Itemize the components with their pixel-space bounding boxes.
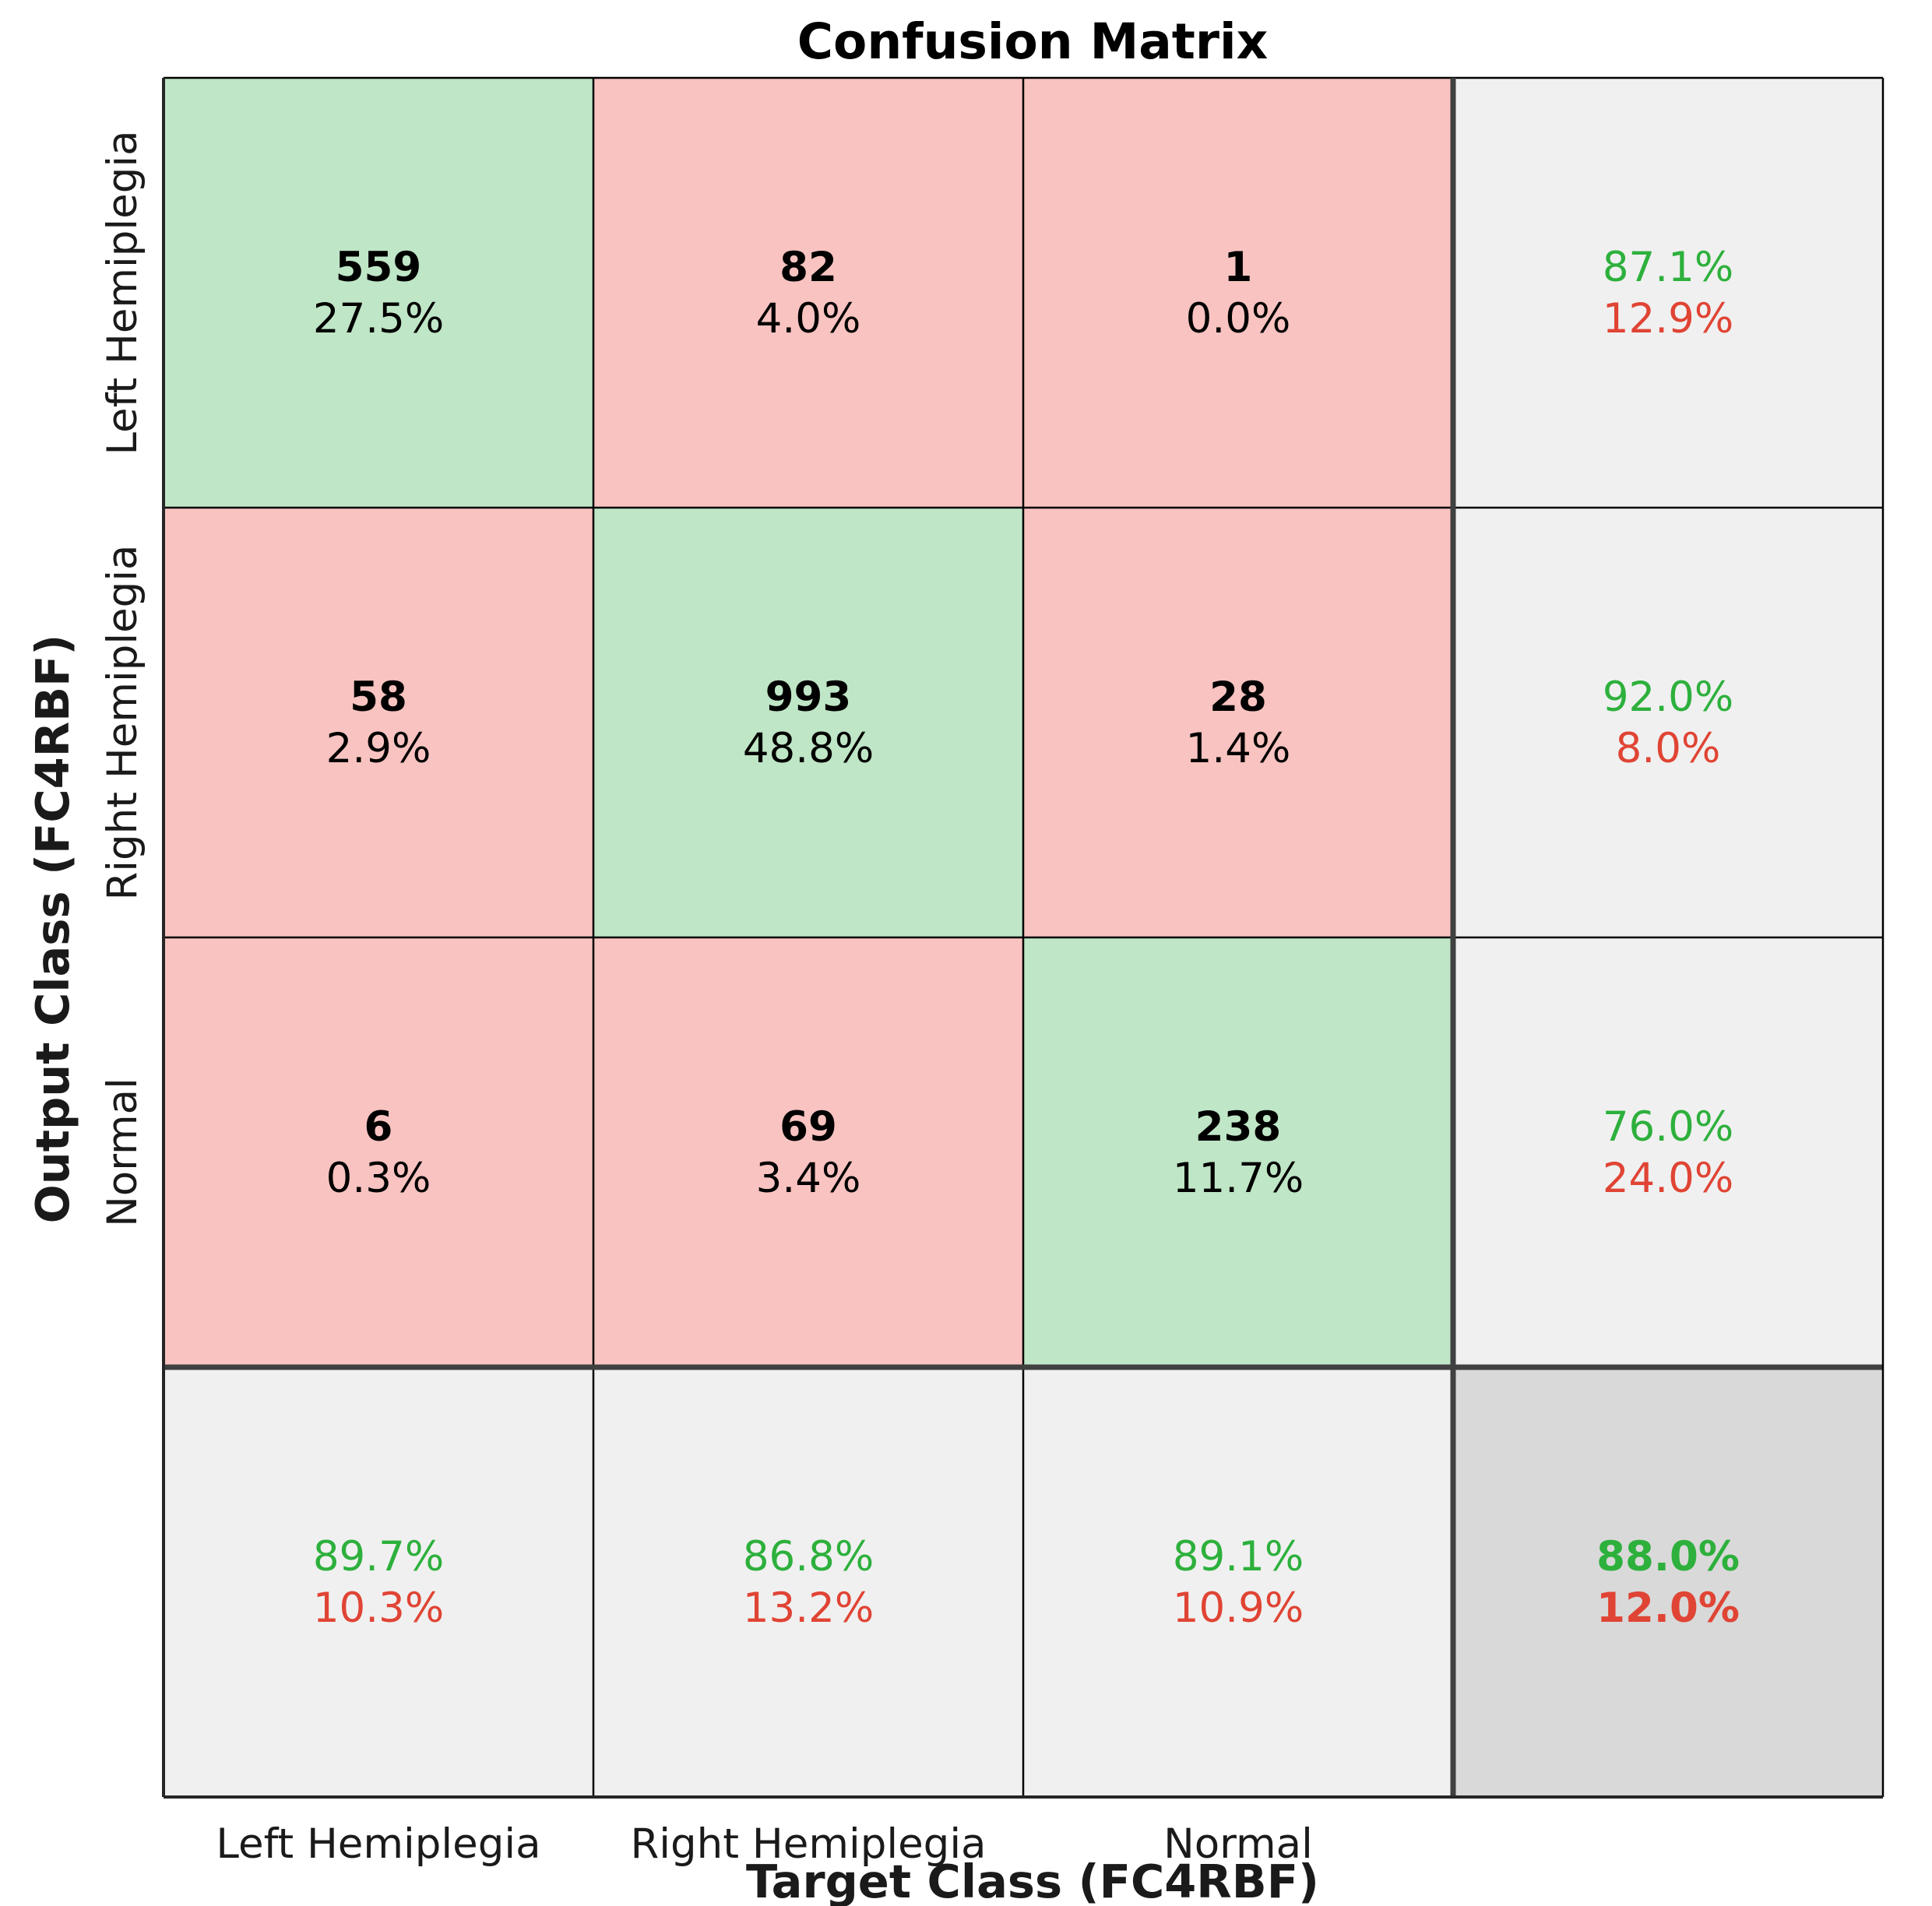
matrix-cell: 60.3%	[164, 937, 593, 1367]
x-axis-title: Target Class (FC4RBF)	[746, 1855, 1319, 1906]
summary-error-rate: 10.9%	[1173, 1584, 1304, 1632]
cell-background	[1453, 508, 1883, 937]
cell-percent: 1.4%	[1186, 725, 1291, 772]
cell-count: 238	[1195, 1103, 1282, 1151]
cell-background	[1453, 78, 1883, 508]
x-tick-label: Right Hemiplegia	[630, 1820, 986, 1868]
cell-background	[164, 1367, 593, 1797]
overall-accuracy: 88.0%	[1596, 1533, 1740, 1581]
matrix-cell: 693.4%	[593, 937, 1023, 1367]
y-axis-title: Output Class (FC4RBF)	[26, 635, 79, 1224]
cell-percent: 4.0%	[756, 295, 861, 343]
tick-labels: Left Hemiplegia Left Hemiplegia Right Hemi…	[99, 130, 1313, 1868]
cell-background	[593, 937, 1023, 1367]
cell-count: 559	[336, 244, 422, 291]
cell-percent: 48.8%	[743, 725, 874, 772]
matrix-cell: 92.0%8.0%	[1453, 508, 1883, 937]
matrix-cell: 281.4%	[1023, 508, 1453, 937]
summary-error-rate: 24.0%	[1603, 1155, 1733, 1202]
cell-background	[1453, 1367, 1883, 1797]
summary-correct-rate: 86.8%	[743, 1533, 874, 1581]
cell-background	[593, 508, 1023, 937]
overall-error: 12.0%	[1596, 1584, 1740, 1632]
matrix-cell: 87.1%12.9%	[1453, 78, 1883, 508]
cell-percent: 11.7%	[1173, 1155, 1304, 1202]
cell-percent: 0.0%	[1186, 295, 1291, 343]
cell-percent: 0.3%	[326, 1155, 431, 1202]
cell-background	[164, 508, 593, 937]
cell-count: 28	[1209, 673, 1267, 721]
cell-count: 6	[364, 1103, 393, 1151]
cell-count: 993	[765, 673, 852, 721]
cell-count: 1	[1224, 244, 1253, 291]
y-tick-label: Normal	[99, 1078, 146, 1227]
summary-error-rate: 13.2%	[743, 1584, 874, 1632]
summary-error-rate: 8.0%	[1616, 725, 1721, 772]
cell-background	[164, 78, 593, 508]
matrix-cell: 89.7%10.3%	[164, 1367, 593, 1797]
summary-error-rate: 10.3%	[313, 1584, 444, 1632]
cell-background	[1023, 937, 1453, 1367]
x-tick-label: Normal	[1163, 1820, 1313, 1868]
cell-background	[593, 78, 1023, 508]
chart-title: Confusion Matrix	[797, 13, 1268, 70]
matrix-cell: 10.0%	[1023, 78, 1453, 508]
y-tick-label: Left Hemiplegia	[99, 130, 146, 455]
summary-correct-rate: 89.7%	[313, 1533, 444, 1581]
matrix-cell: 88.0%12.0%	[1453, 1367, 1883, 1797]
cell-background	[1023, 508, 1453, 937]
matrix-cell: 76.0%24.0%	[1453, 937, 1883, 1367]
summary-correct-rate: 87.1%	[1603, 244, 1733, 291]
cell-background	[1023, 78, 1453, 508]
cell-background	[164, 937, 593, 1367]
y-tick-label: Right Hemiplegia	[99, 544, 146, 900]
summary-correct-rate: 76.0%	[1603, 1103, 1733, 1151]
x-tick-label: Left Hemiplegia	[216, 1820, 540, 1868]
matrix-cells: 55927.5%824.0%10.0%87.1%12.9%582.9%99348…	[164, 78, 1883, 1797]
cell-background	[593, 1367, 1023, 1797]
cell-background	[1453, 937, 1883, 1367]
matrix-cell: 582.9%	[164, 508, 593, 937]
cell-count: 58	[350, 673, 407, 721]
summary-error-rate: 12.9%	[1603, 295, 1733, 343]
matrix-cell: 86.8%13.2%	[593, 1367, 1023, 1797]
summary-correct-rate: 89.1%	[1173, 1533, 1304, 1581]
grid-lines	[162, 76, 1884, 1799]
matrix-cell: 824.0%	[593, 78, 1023, 508]
summary-correct-rate: 92.0%	[1603, 673, 1733, 721]
cell-percent: 27.5%	[313, 295, 444, 343]
matrix-cell: 89.1%10.9%	[1023, 1367, 1453, 1797]
cell-background	[1023, 1367, 1453, 1797]
cell-percent: 2.9%	[326, 725, 431, 772]
cell-count: 69	[779, 1103, 837, 1151]
cell-percent: 3.4%	[756, 1155, 861, 1202]
cell-count: 82	[779, 244, 837, 291]
